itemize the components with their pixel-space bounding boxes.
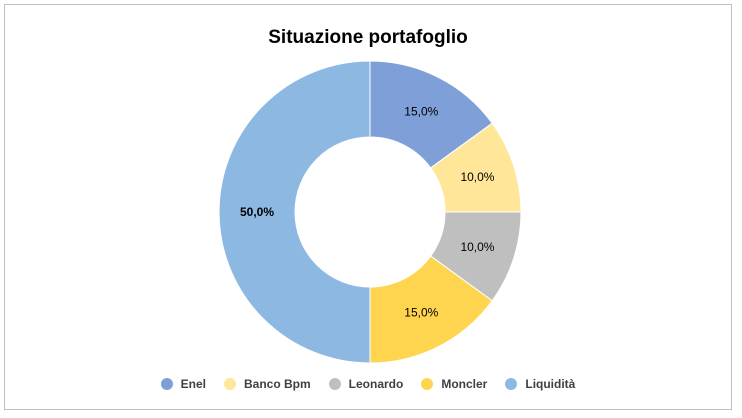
legend-swatch — [505, 378, 518, 390]
legend-label: Banco Bpm — [243, 377, 311, 391]
legend-item-liquidit-: Liquidità — [505, 377, 575, 391]
chart-frame: Situazione portafoglio 15,0% 10,0% 10,0% 15… — [4, 4, 732, 410]
data-label-banco-bpm: 10,0% — [460, 170, 494, 184]
legend-item-banco-bpm: Banco Bpm — [223, 377, 311, 391]
donut-chart: 15,0% 10,0% 10,0% 15,0% 50,0% — [218, 60, 522, 364]
legend-item-moncler: Moncler — [421, 377, 487, 391]
legend-label: Liquidità — [525, 377, 576, 391]
legend-swatch — [160, 378, 173, 390]
legend-swatch — [328, 378, 341, 390]
legend-swatch — [421, 378, 434, 390]
data-label-enel: 15,0% — [404, 104, 438, 118]
legend-swatch — [223, 378, 236, 390]
chart-legend: Enel Banco Bpm Leonardo Moncler Liquidità — [5, 377, 731, 391]
legend-item-leonardo: Leonardo — [328, 377, 404, 391]
data-label-liquidit-: 50,0% — [240, 205, 274, 219]
data-label-leonardo: 10,0% — [460, 240, 494, 254]
legend-label: Leonardo — [348, 377, 404, 391]
chart-title: Situazione portafoglio — [268, 27, 468, 48]
legend-item-enel: Enel — [160, 377, 206, 391]
legend-label: Moncler — [441, 377, 488, 391]
legend-label: Enel — [180, 377, 206, 391]
data-label-moncler: 15,0% — [404, 306, 438, 320]
donut-slice-liquidit- — [218, 60, 371, 364]
